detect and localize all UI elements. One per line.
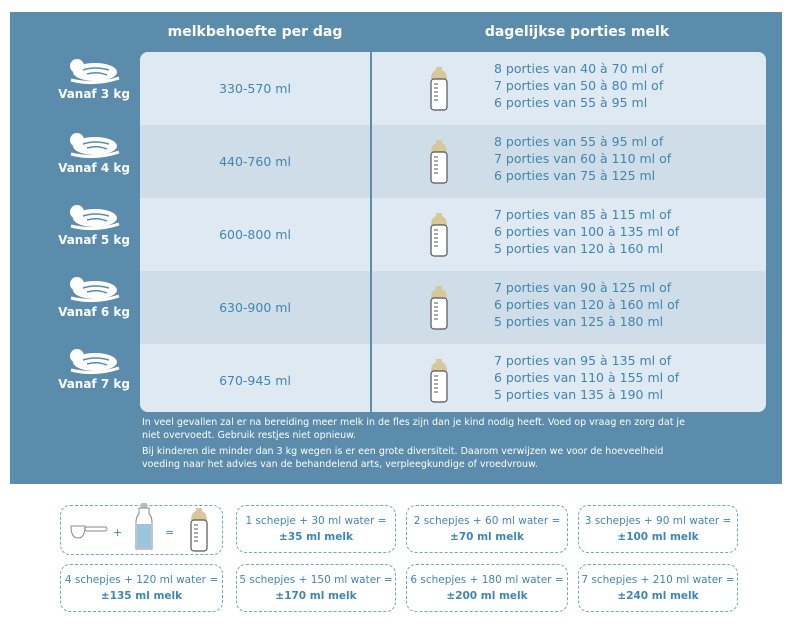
legend-box: + =: [60, 503, 223, 555]
scoop-icon: [70, 525, 108, 539]
portion-option: 7 porties van 60 à 110 ml of: [494, 151, 672, 166]
portions-list: 7 porties van 90 à 125 ml of 6 porties v…: [494, 279, 679, 330]
water-bottle-icon: [135, 503, 153, 550]
bottle-icon: [190, 508, 208, 552]
table-row: 670-945 ml 7 porties van 95 à 135 ml of …: [140, 344, 766, 412]
baby-icon: [70, 349, 120, 375]
info-panel: melkbehoefte per dag dagelijkse porties …: [10, 12, 782, 484]
mix-box-7: 7 schepjes + 210 ml water = ±240 ml melk: [578, 564, 738, 612]
bottle-icon: [430, 213, 448, 257]
portions-list: 7 porties van 95 à 135 ml of 6 porties v…: [494, 352, 679, 403]
portions-list: 8 porties van 55 à 95 ml of 7 porties va…: [494, 133, 671, 184]
bottle-icon: [430, 67, 448, 111]
portion-option: 7 porties van 90 à 125 ml of: [494, 280, 672, 295]
mix-box-3: 3 schepjes + 90 ml water = ±100 ml melk: [578, 505, 738, 553]
note-under-3kg: Bij kinderen die minder dan 3 kg wegen i…: [142, 446, 664, 470]
weight-label-7kg: Vanaf 7 kg: [50, 346, 138, 391]
bottle-icon: [430, 359, 448, 403]
portion-option: 7 porties van 85 à 115 ml of: [494, 207, 672, 222]
portion-option: 6 porties van 75 à 125 ml: [494, 168, 656, 183]
weight-label-6kg: Vanaf 6 kg: [50, 274, 138, 319]
portion-option: 6 porties van 55 à 95 ml: [494, 95, 648, 110]
weight-label-3kg: Vanaf 3 kg: [50, 56, 138, 101]
weight-label-4kg: Vanaf 4 kg: [50, 130, 138, 175]
daily-need-value: 630-900 ml: [219, 300, 291, 315]
daily-need-value: 440-760 ml: [219, 154, 291, 169]
table-row: 630-900 ml 7 porties van 90 à 125 ml of …: [140, 271, 766, 344]
portion-option: 7 porties van 50 à 80 ml of: [494, 78, 664, 93]
baby-icon: [70, 133, 120, 159]
bottle-icon: [430, 286, 448, 330]
portion-option: 6 porties van 110 à 155 ml of: [494, 370, 680, 385]
portion-option: 6 porties van 100 à 135 ml of: [494, 224, 680, 239]
portions-list: 8 porties van 40 à 70 ml of 7 porties va…: [494, 60, 663, 111]
portion-option: 8 porties van 40 à 70 ml of: [494, 61, 664, 76]
note-leftovers: In veel gevallen zal er na bereiding mee…: [142, 417, 685, 441]
bottle-icon: [430, 140, 448, 184]
mix-box-4: 4 schepjes + 120 ml water = ±135 ml melk: [60, 564, 223, 612]
mix-box-2: 2 schepjes + 60 ml water = ±70 ml melk: [406, 505, 568, 553]
portion-option: 6 porties van 120 à 160 ml of: [494, 297, 680, 312]
baby-icon: [70, 59, 120, 85]
table-row: 600-800 ml 7 porties van 85 à 115 ml of …: [140, 198, 766, 271]
portions-list: 7 porties van 85 à 115 ml of 6 porties v…: [494, 206, 679, 257]
mix-box-6: 6 schepjes + 180 ml water = ±200 ml melk: [406, 564, 568, 612]
header-daily-portions: dagelijkse porties melk: [484, 24, 670, 40]
header-daily-need: melkbehoefte per dag: [167, 24, 343, 40]
column-divider: [370, 52, 372, 412]
daily-need-value: 670-945 ml: [219, 373, 291, 388]
table-row: 440-760 ml 8 porties van 55 à 95 ml of 7…: [140, 125, 766, 198]
portion-option: 8 porties van 55 à 95 ml of: [494, 134, 664, 149]
portion-option: 7 porties van 95 à 135 ml of: [494, 353, 672, 368]
equals-sign: =: [165, 526, 175, 539]
mix-box-1: 1 schepje + 30 ml water = ±35 ml melk: [236, 505, 396, 553]
weight-label-5kg: Vanaf 5 kg: [50, 202, 138, 247]
baby-icon: [70, 205, 120, 231]
portion-option: 5 porties van 135 à 190 ml: [494, 387, 664, 402]
baby-icon: [70, 277, 120, 303]
feeding-table: 330-570 ml 8 porties van 40 à 70 ml of 7…: [140, 52, 766, 412]
daily-need-value: 330-570 ml: [219, 81, 291, 96]
portion-option: 5 porties van 120 à 160 ml: [494, 241, 664, 256]
daily-need-value: 600-800 ml: [219, 227, 291, 242]
table-row: 330-570 ml 8 porties van 40 à 70 ml of 7…: [140, 52, 766, 125]
plus-sign: +: [113, 526, 123, 539]
mix-box-5: 5 schepjes + 150 ml water = ±170 ml melk: [236, 564, 396, 612]
portion-option: 5 porties van 125 à 180 ml: [494, 314, 664, 329]
